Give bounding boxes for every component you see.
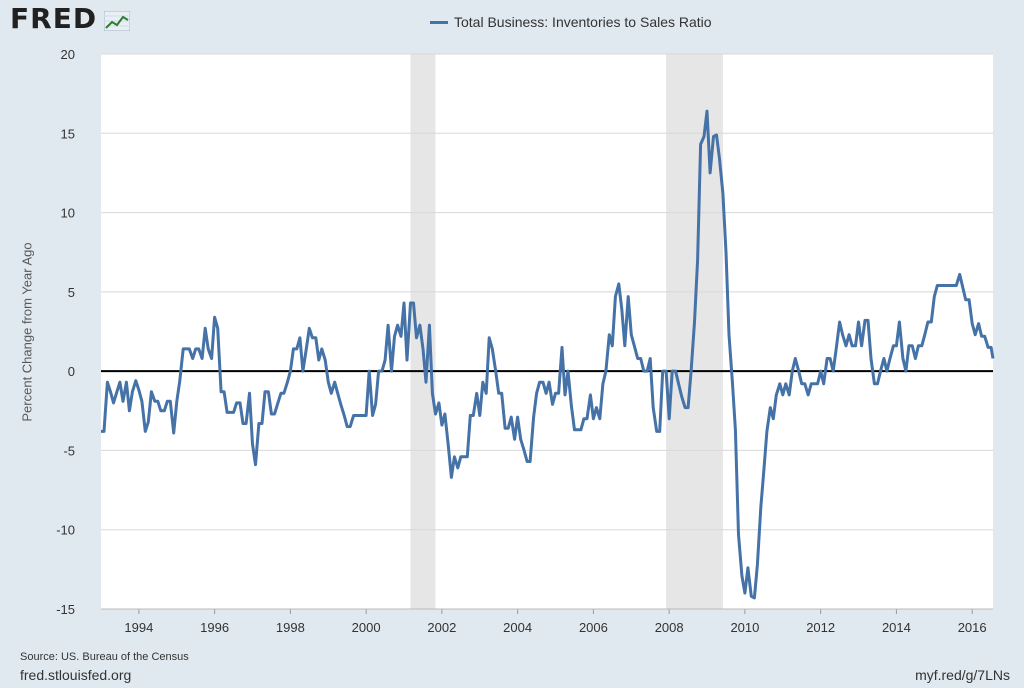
x-tick-label: 2008 — [655, 620, 684, 635]
x-tick-label: 2006 — [579, 620, 608, 635]
y-tick-label: -5 — [63, 443, 75, 458]
x-tick-label: 2002 — [427, 620, 456, 635]
legend-label: Total Business: Inventories to Sales Rat… — [454, 14, 712, 30]
source-note: Source: US. Bureau of the Census — [20, 651, 189, 663]
series-line — [101, 109, 995, 600]
recession-band — [410, 54, 436, 609]
x-tick-label: 1998 — [276, 620, 305, 635]
legend-swatch — [430, 20, 448, 24]
site-link[interactable]: fred.stlouisfed.org — [20, 667, 132, 683]
y-tick-label: 5 — [68, 285, 75, 300]
x-tick-label: 1994 — [124, 620, 153, 635]
x-tick-label: 2014 — [882, 620, 911, 635]
x-tick-label: 2000 — [352, 620, 381, 635]
y-tick-label: 20 — [61, 47, 75, 62]
x-tick-label: 2004 — [503, 620, 532, 635]
fred-chart-logo-icon — [104, 11, 130, 31]
x-tick-label: 2016 — [958, 620, 987, 635]
short-link[interactable]: myf.red/g/7LNs — [915, 667, 1010, 683]
y-tick-label: 15 — [61, 126, 75, 141]
y-tick-label: -10 — [56, 523, 75, 538]
y-tick-label: 0 — [68, 364, 75, 379]
x-tick-label: 1996 — [200, 620, 229, 635]
y-tick-label: 10 — [61, 206, 75, 221]
y-tick-label: -15 — [56, 602, 75, 617]
chart-legend: Total Business: Inventories to Sales Rat… — [430, 14, 712, 30]
x-tick-label: 2010 — [730, 620, 759, 635]
x-tick-label: 2012 — [806, 620, 835, 635]
plot-area — [101, 54, 993, 609]
fred-logo[interactable]: FRED — [10, 2, 98, 35]
